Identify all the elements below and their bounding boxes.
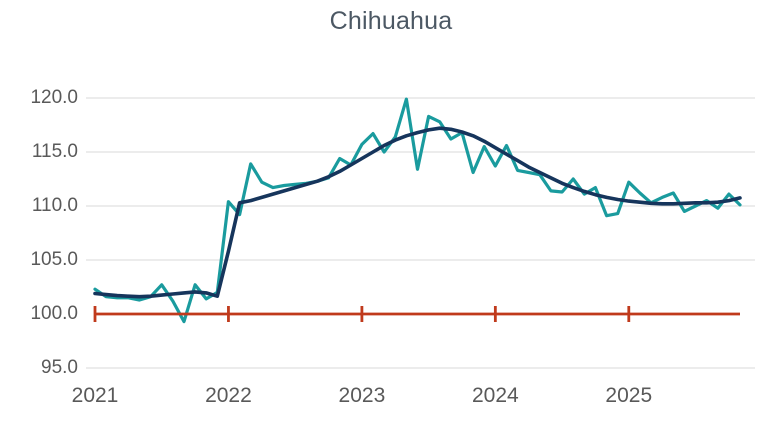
y-axis-label-110.0: 110.0 <box>31 195 78 216</box>
x-axis-label-2022: 2022 <box>205 384 252 407</box>
y-axis-label-100.0: 100.0 <box>30 303 78 324</box>
y-axis-label-95.0: 95.0 <box>41 357 78 378</box>
chart-title: Chihuahua <box>329 7 453 35</box>
y-axis-label-105.0: 105.0 <box>30 249 78 270</box>
x-axis-label-2023: 2023 <box>338 384 386 407</box>
series-line-trend-cycle <box>93 126 742 299</box>
y-axis-label-120.0: 120.0 <box>30 87 78 108</box>
x-axis-label-2025: 2025 <box>605 384 653 407</box>
x-axis-label-2021: 2021 <box>71 384 119 407</box>
x-axis-label-2024: 2024 <box>471 384 519 407</box>
y-axis-label-115.0: 115.0 <box>31 141 78 162</box>
